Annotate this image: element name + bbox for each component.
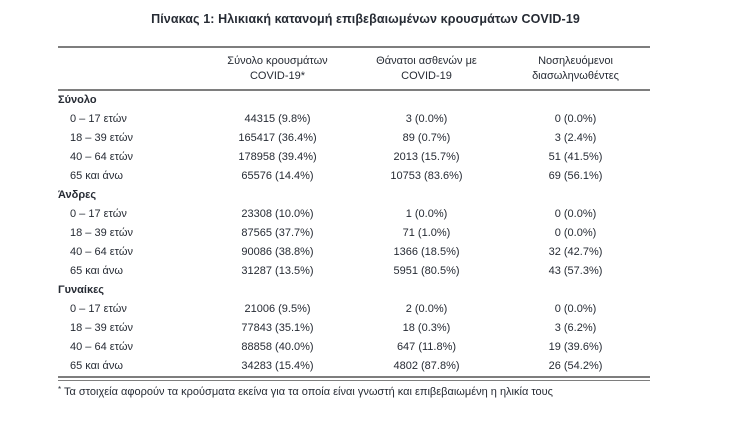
intubated-cell: 0 (0.0%) bbox=[554, 113, 597, 125]
intubated-cell: 51 (41.5%) bbox=[548, 151, 603, 163]
table-title: Πίνακας 1: Ηλικιακή κατανομή επιβεβαιωμέ… bbox=[151, 12, 580, 26]
empty-cell bbox=[501, 90, 650, 110]
age-label-cell: 40 – 64 ετών bbox=[70, 246, 133, 258]
deaths-cell: 647 (11.8%) bbox=[396, 341, 457, 353]
age-label-cell: 0 – 17 ετών bbox=[70, 303, 127, 315]
table-row: 65 και άνω 34283 (15.4%) 4802 (87.8%) 26… bbox=[58, 357, 650, 376]
table-row: 65 και άνω 31287 (13.5%) 5951 (80.5%) 43… bbox=[58, 262, 650, 281]
table-row: 18 – 39 ετών 87565 (37.7%) 71 (1.0%) 0 (… bbox=[58, 224, 650, 243]
cases-cell: 90086 (38.8%) bbox=[241, 246, 314, 258]
deaths-cell: 2013 (15.7%) bbox=[393, 151, 460, 163]
intubated-cell: 43 (57.3%) bbox=[548, 265, 603, 277]
section-label: Άνδρες bbox=[58, 189, 97, 201]
age-label-cell: 0 – 17 ετών bbox=[70, 208, 127, 220]
header-deaths: Θάνατοι ασθενών με COVID-19 bbox=[352, 47, 501, 90]
age-label-cell: 40 – 64 ετών bbox=[70, 341, 133, 353]
header-deaths-line1: Θάνατοι ασθενών με bbox=[376, 55, 477, 67]
header-deaths-line2: COVID-19 bbox=[401, 70, 452, 82]
table-row: 40 – 64 ετών 178958 (39.4%) 2013 (15.7%)… bbox=[58, 148, 650, 167]
empty-cell bbox=[203, 281, 352, 300]
header-cases-line2: COVID-19* bbox=[249, 70, 306, 82]
cases-cell: 88858 (40.0%) bbox=[241, 341, 314, 353]
age-label-cell: 18 – 39 ετών bbox=[70, 227, 133, 239]
empty-cell bbox=[352, 186, 501, 205]
empty-cell bbox=[203, 186, 352, 205]
cases-cell: 77843 (35.1%) bbox=[241, 322, 314, 334]
table-row: 0 – 17 ετών 44315 (9.8%) 3 (0.0%) 0 (0.0… bbox=[58, 110, 650, 129]
cases-cell: 87565 (37.7%) bbox=[241, 227, 314, 239]
intubated-cell: 3 (2.4%) bbox=[554, 132, 597, 144]
age-label-cell: 18 – 39 ετών bbox=[70, 322, 133, 334]
deaths-cell: 1 (0.0%) bbox=[405, 208, 448, 220]
intubated-cell: 3 (6.2%) bbox=[554, 322, 597, 334]
deaths-cell: 71 (1.0%) bbox=[402, 227, 451, 239]
age-label-cell: 40 – 64 ετών bbox=[70, 151, 133, 163]
header-intubated-line2: διασωληνωθέντες bbox=[532, 70, 619, 82]
section-label: Γυναίκες bbox=[58, 284, 105, 296]
table-row: 18 – 39 ετών 165417 (36.4%) 89 (0.7%) 3 … bbox=[58, 129, 650, 148]
age-label-cell: 0 – 17 ετών bbox=[70, 113, 127, 125]
intubated-cell: 26 (54.2%) bbox=[548, 360, 603, 372]
deaths-cell: 89 (0.7%) bbox=[402, 132, 451, 144]
empty-cell bbox=[352, 90, 501, 110]
cases-cell: 21006 (9.5%) bbox=[244, 303, 311, 315]
section-label: Σύνολο bbox=[58, 94, 97, 106]
empty-cell bbox=[203, 90, 352, 110]
section-row-total: Σύνολο bbox=[58, 90, 650, 110]
empty-cell bbox=[501, 281, 650, 300]
header-empty-cell bbox=[58, 47, 203, 90]
age-label-cell: 65 και άνω bbox=[70, 265, 123, 277]
cases-cell: 31287 (13.5%) bbox=[241, 265, 314, 277]
intubated-cell: 0 (0.0%) bbox=[554, 227, 597, 239]
empty-cell bbox=[501, 186, 650, 205]
section-row-women: Γυναίκες bbox=[58, 281, 650, 300]
deaths-cell: 10753 (83.6%) bbox=[390, 170, 463, 182]
intubated-cell: 19 (39.6%) bbox=[548, 341, 603, 353]
deaths-cell: 3 (0.0%) bbox=[405, 113, 448, 125]
cases-cell: 165417 (36.4%) bbox=[238, 132, 317, 144]
table-row: 18 – 39 ετών 77843 (35.1%) 18 (0.3%) 3 (… bbox=[58, 319, 650, 338]
intubated-cell: 69 (56.1%) bbox=[548, 170, 603, 182]
table-row: 0 – 17 ετών 23308 (10.0%) 1 (0.0%) 0 (0.… bbox=[58, 205, 650, 224]
header-cases: Σύνολο κρουσμάτων COVID-19* bbox=[203, 47, 352, 90]
table-row: 40 – 64 ετών 90086 (38.8%) 1366 (18.5%) … bbox=[58, 243, 650, 262]
cases-cell: 23308 (10.0%) bbox=[241, 208, 314, 220]
header-row: Σύνολο κρουσμάτων COVID-19* Θάνατοι ασθε… bbox=[58, 47, 650, 90]
age-label-cell: 65 και άνω bbox=[70, 170, 123, 182]
deaths-cell: 2 (0.0%) bbox=[405, 303, 448, 315]
cases-cell: 178958 (39.4%) bbox=[238, 151, 317, 163]
deaths-cell: 5951 (80.5%) bbox=[393, 265, 460, 277]
header-cases-line1: Σύνολο κρουσμάτων bbox=[227, 55, 328, 67]
section-row-men: Άνδρες bbox=[58, 186, 650, 205]
table-row: 0 – 17 ετών 21006 (9.5%) 2 (0.0%) 0 (0.0… bbox=[58, 300, 650, 319]
deaths-cell: 1366 (18.5%) bbox=[393, 246, 460, 258]
footnote: * Τα στοιχεία αφορούν τα κρούσματα εκείν… bbox=[58, 385, 731, 399]
cases-cell: 44315 (9.8%) bbox=[244, 113, 311, 125]
table-row: 40 – 64 ετών 88858 (40.0%) 647 (11.8%) 1… bbox=[58, 338, 650, 357]
table-bottom-double-rule bbox=[58, 376, 650, 381]
header-intubated-line1: Νοσηλευόμενοι bbox=[538, 55, 613, 67]
intubated-cell: 0 (0.0%) bbox=[554, 208, 597, 220]
age-label-cell: 65 και άνω bbox=[70, 360, 123, 372]
intubated-cell: 32 (42.7%) bbox=[548, 246, 603, 258]
footnote-asterisk: * bbox=[58, 385, 62, 394]
intubated-cell: 0 (0.0%) bbox=[554, 303, 597, 315]
footnote-text: Τα στοιχεία αφορούν τα κρούσματα εκείνα … bbox=[63, 386, 553, 398]
deaths-cell: 18 (0.3%) bbox=[402, 322, 451, 334]
cases-cell: 34283 (15.4%) bbox=[241, 360, 314, 372]
header-intubated: Νοσηλευόμενοι διασωληνωθέντες bbox=[501, 47, 650, 90]
cases-cell: 65576 (14.4%) bbox=[241, 170, 314, 182]
age-label-cell: 18 – 39 ετών bbox=[70, 132, 133, 144]
covid-age-distribution-table: Σύνολο κρουσμάτων COVID-19* Θάνατοι ασθε… bbox=[58, 46, 650, 381]
deaths-cell: 4802 (87.8%) bbox=[393, 360, 460, 372]
table-row: 65 και άνω 65576 (14.4%) 10753 (83.6%) 6… bbox=[58, 167, 650, 186]
data-table: Σύνολο κρουσμάτων COVID-19* Θάνατοι ασθε… bbox=[58, 46, 650, 376]
empty-cell bbox=[352, 281, 501, 300]
